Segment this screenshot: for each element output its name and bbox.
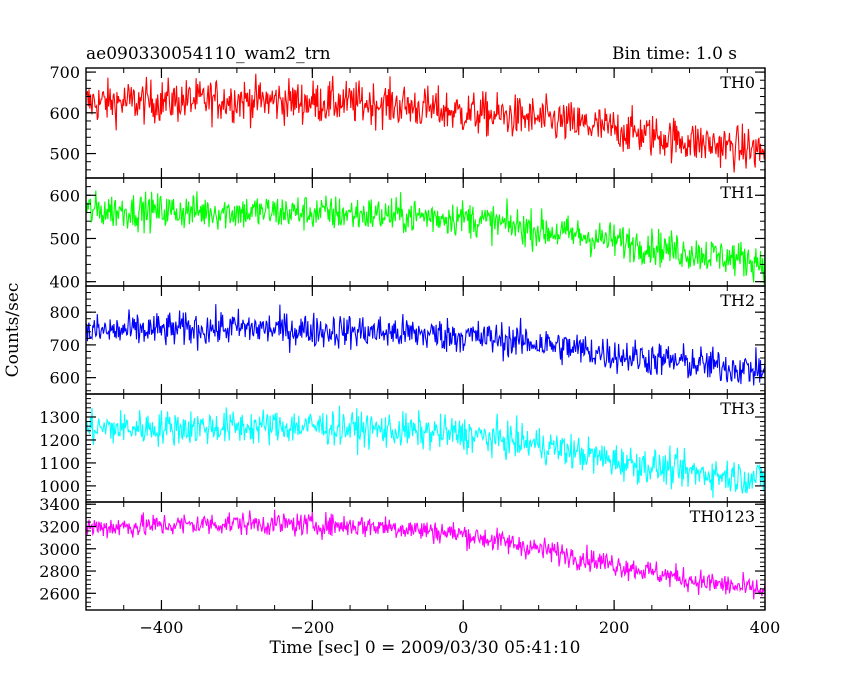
panel-frame-th0: [85, 67, 766, 179]
panel-label-th0: TH0: [720, 73, 755, 92]
y-tick-label-th0: 600: [49, 104, 80, 123]
x-tick-label: 0: [458, 618, 468, 637]
panel-label-th3: TH3: [720, 399, 755, 418]
y-tick-label-th0123: 2800: [39, 562, 80, 581]
y-tick-label-th0123: 3000: [39, 540, 80, 559]
y-tick-label-th0: 500: [49, 145, 80, 164]
x-tick-label: −400: [139, 618, 183, 637]
y-tick-label-th3: 1300: [39, 408, 80, 427]
y-tick-label-th2: 600: [49, 369, 80, 388]
y-tick-label-th1: 600: [49, 186, 80, 205]
y-tick-label-th0: 700: [49, 63, 80, 82]
x-tick-label: 400: [750, 618, 781, 637]
y-tick-label-th0123: 2600: [39, 584, 80, 603]
panel-label-th0123: TH0123: [690, 507, 755, 526]
series-line-th0: [85, 73, 766, 173]
chart-title: ae090330054110_wam2_trn: [86, 44, 331, 64]
y-tick-label-th3: 1100: [39, 454, 80, 473]
series-line-th0123: [85, 509, 766, 600]
bin-time-label: Bin time: 1.0 s: [612, 44, 738, 64]
y-tick-label-th2: 700: [49, 336, 80, 355]
panel-frame-th0123: [85, 501, 766, 611]
series-line-th3: [85, 405, 766, 498]
y-tick-label-th0123: 3200: [39, 517, 80, 536]
series-line-th1: [85, 190, 766, 285]
y-tick-label-th1: 400: [49, 273, 80, 292]
panel-frame-th1: [85, 177, 766, 287]
series-line-th2: [85, 304, 766, 386]
panel-frame-th3: [85, 393, 766, 503]
y-axis-label: Counts/sec: [3, 283, 23, 378]
y-tick-label-th0123: 3400: [39, 495, 80, 514]
y-tick-label-th1: 500: [49, 229, 80, 248]
x-tick-label: 200: [599, 618, 630, 637]
x-tick-label: −200: [290, 618, 334, 637]
y-tick-label-th2: 800: [49, 303, 80, 322]
y-tick-label-th3: 1000: [39, 477, 80, 496]
x-axis-label: Time [sec] 0 = 2009/03/30 05:41:10: [270, 638, 581, 658]
y-tick-label-th3: 1200: [39, 431, 80, 450]
panel-label-th1: TH1: [720, 183, 755, 202]
panel-label-th2: TH2: [720, 291, 755, 310]
